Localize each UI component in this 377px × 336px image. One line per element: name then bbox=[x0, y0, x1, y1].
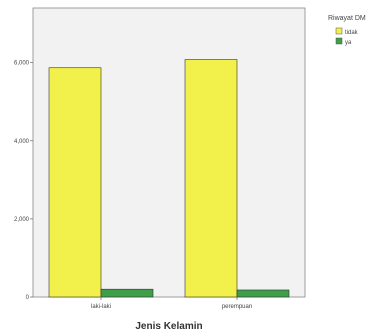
y-tick-label: 0 bbox=[26, 295, 30, 301]
bar-ya-laki-laki bbox=[100, 288, 154, 298]
x-tick-label: laki-laki bbox=[91, 304, 111, 310]
y-tick-label: 4,000 bbox=[14, 139, 30, 145]
x-axis-title: Jenis Kelamin bbox=[135, 321, 202, 332]
y-axis: 0 2,000 4,000 6,000 bbox=[14, 61, 33, 301]
legend-title: Riwayat DM bbox=[328, 15, 366, 22]
bar-tidak-laki-laki bbox=[48, 67, 102, 298]
bar-ya-perempuan bbox=[236, 289, 290, 298]
x-axis: laki-laki perempuan bbox=[91, 297, 252, 310]
legend-swatch-ya bbox=[335, 37, 343, 45]
y-tick-label: 6,000 bbox=[14, 61, 30, 67]
y-tick-label: 2,000 bbox=[14, 217, 30, 223]
legend-label-tidak: tidak bbox=[345, 30, 359, 36]
bar-tidak-perempuan bbox=[184, 59, 238, 298]
legend-label-ya: ya bbox=[345, 40, 352, 46]
bars-group bbox=[48, 59, 290, 298]
legend: Riwayat DM tidak ya bbox=[328, 15, 366, 46]
legend-swatch-tidak bbox=[335, 27, 343, 35]
x-tick-label: perempuan bbox=[222, 304, 252, 310]
